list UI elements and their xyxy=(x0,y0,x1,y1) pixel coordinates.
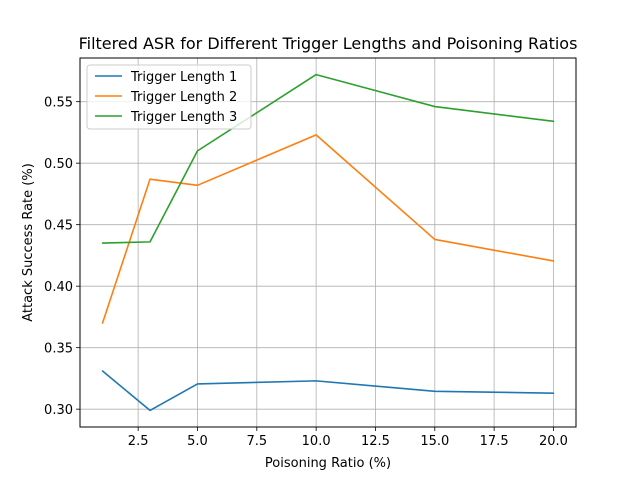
series-layer xyxy=(101,73,555,412)
x-tick-label: 15.0 xyxy=(420,434,449,449)
x-tick-label: 17.5 xyxy=(480,434,509,449)
y-tick-label: 0.50 xyxy=(44,157,73,172)
grid xyxy=(80,58,576,427)
series-line-trigger-length-2 xyxy=(101,134,555,324)
chart-title: Filtered ASR for Different Trigger Lengt… xyxy=(79,34,578,53)
series-line-trigger-length-1 xyxy=(101,370,555,412)
y-tick-label: 0.40 xyxy=(44,280,73,295)
plot-frame xyxy=(79,57,577,428)
y-tick-label: 0.55 xyxy=(44,96,73,111)
y-axis-label: Attack Success Rate (%) xyxy=(21,163,36,322)
x-tick-label: 12.5 xyxy=(361,434,390,449)
x-tick-label: 5.0 xyxy=(187,434,208,449)
x-tick-label: 20.0 xyxy=(539,434,568,449)
y-tick-label: 0.45 xyxy=(44,219,73,234)
legend: Trigger Length 1 Trigger Length 2 Trigger … xyxy=(86,64,252,130)
x-tick-label: 10.0 xyxy=(302,434,331,449)
y-tick-label: 0.30 xyxy=(44,403,73,418)
y-tick-label: 0.35 xyxy=(44,342,73,357)
x-tick-label: 7.5 xyxy=(246,434,267,449)
x-axis-label: Poisoning Ratio (%) xyxy=(265,456,391,471)
legend-label: Trigger Length 2 xyxy=(130,90,237,105)
series-line-trigger-length-3 xyxy=(101,73,555,244)
x-tick-label: 2.5 xyxy=(128,434,149,449)
legend-label: Trigger Length 3 xyxy=(130,110,237,125)
legend-label: Trigger Length 1 xyxy=(130,70,237,85)
legend-box xyxy=(86,64,252,130)
x-axis: 2.5 5.0 7.5 10.0 12.5 15.0 17.5 20.0 xyxy=(128,427,568,449)
y-axis: 0.30 0.35 0.40 0.45 0.50 0.55 xyxy=(44,96,80,418)
